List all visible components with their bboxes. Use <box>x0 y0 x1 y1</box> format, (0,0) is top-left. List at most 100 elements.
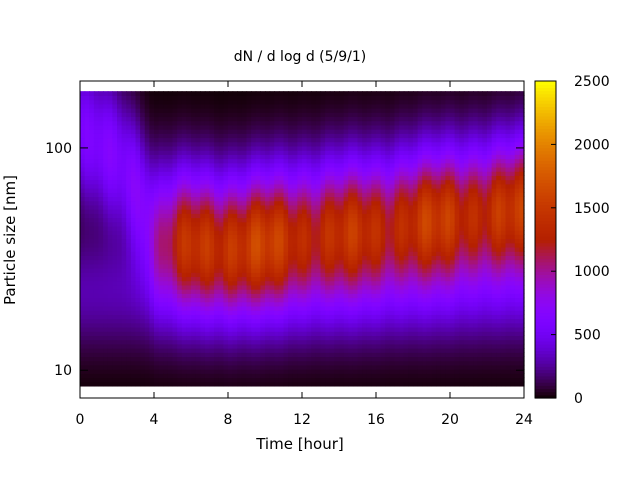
heatmap-cell <box>121 318 127 324</box>
heatmap-cell <box>269 326 275 332</box>
heatmap-cell <box>204 314 211 320</box>
heatmap-cell <box>103 326 109 332</box>
heatmap-cell <box>385 108 391 113</box>
heatmap-cell <box>121 133 127 139</box>
heatmap-cell <box>84 331 90 336</box>
heatmap-cell <box>191 209 197 214</box>
heatmap-cell <box>348 263 354 269</box>
heatmap-cell <box>265 314 271 320</box>
heatmap-cell <box>251 339 257 345</box>
heatmap-cell <box>385 339 391 345</box>
heatmap-cell <box>385 360 391 366</box>
heatmap-cell <box>107 166 113 172</box>
heatmap-cell <box>186 352 192 358</box>
heatmap-cell <box>89 116 95 122</box>
heatmap-cell <box>112 175 118 181</box>
heatmap-cell <box>376 150 382 155</box>
heatmap-cell <box>380 133 386 139</box>
heatmap-cell <box>158 99 164 105</box>
heatmap-cell <box>357 150 363 155</box>
heatmap-cell <box>403 183 409 189</box>
heatmap-cell <box>200 284 206 290</box>
heatmap-cell <box>177 238 183 244</box>
heatmap-cell <box>265 234 271 240</box>
heatmap-cell <box>200 242 206 248</box>
heatmap-cell <box>172 255 178 261</box>
heatmap-cell <box>232 192 238 198</box>
heatmap-cell <box>334 297 340 303</box>
heatmap-cell <box>251 200 257 206</box>
heatmap-cell <box>265 268 271 273</box>
heatmap-cell <box>274 200 280 206</box>
heatmap-cell <box>93 95 100 101</box>
heatmap-cell <box>218 221 224 227</box>
heatmap-cell <box>93 280 100 286</box>
heatmap-cell <box>329 310 335 315</box>
heatmap-cell <box>362 326 368 332</box>
heatmap-cell <box>117 116 123 122</box>
heatmap-cell <box>389 263 396 269</box>
heatmap-cell <box>399 221 405 227</box>
heatmap-cell <box>343 318 349 324</box>
heatmap-cell <box>121 129 127 134</box>
heatmap-cell <box>311 204 317 210</box>
heatmap-cell <box>269 322 275 328</box>
heatmap-cell <box>265 108 271 113</box>
heatmap-cell <box>204 289 211 294</box>
heatmap-cell <box>209 381 215 387</box>
heatmap-cell <box>278 120 285 126</box>
heatmap-cell <box>292 242 298 248</box>
heatmap-cell <box>214 310 220 315</box>
heatmap-cell <box>140 331 146 336</box>
heatmap-cell <box>380 348 386 353</box>
heatmap-cell <box>260 200 266 206</box>
heatmap-cell <box>167 276 174 282</box>
heatmap-cell <box>357 175 363 181</box>
heatmap-cell <box>117 242 123 248</box>
heatmap-cell <box>265 310 271 315</box>
heatmap-cell <box>334 204 340 210</box>
heatmap-cell <box>283 112 289 118</box>
heatmap-cell <box>154 339 160 345</box>
heatmap-cell <box>241 95 248 101</box>
heatmap-cell <box>177 179 183 185</box>
heatmap-cell <box>394 179 400 185</box>
heatmap-cell <box>352 150 359 155</box>
heatmap-cell <box>195 305 201 311</box>
heatmap-cell <box>265 335 271 341</box>
heatmap-cell <box>93 204 100 210</box>
heatmap-cell <box>362 209 368 214</box>
heatmap-cell <box>265 150 271 155</box>
heatmap-cell <box>329 356 335 362</box>
heatmap-cell <box>339 154 345 160</box>
heatmap-cell <box>228 99 234 105</box>
heatmap-cell <box>251 326 257 332</box>
heatmap-cell <box>320 305 326 311</box>
heatmap-cell <box>103 234 109 240</box>
heatmap-cell <box>325 364 331 370</box>
heatmap-cell <box>380 356 386 362</box>
heatmap-cell <box>218 326 224 332</box>
heatmap-cell <box>103 280 109 286</box>
heatmap-cell <box>158 213 164 219</box>
heatmap-cell <box>107 339 113 345</box>
heatmap-cell <box>311 305 317 311</box>
heatmap-cell <box>126 166 132 172</box>
heatmap-cell <box>214 112 220 118</box>
heatmap-cell <box>376 192 382 198</box>
heatmap-cell <box>376 141 382 147</box>
heatmap-cell <box>126 95 132 101</box>
heatmap-cell <box>172 99 178 105</box>
heatmap-cell <box>380 360 386 366</box>
heatmap-cell <box>334 162 340 168</box>
heatmap-cell <box>306 251 312 256</box>
heatmap-cell <box>348 196 354 202</box>
heatmap-cell <box>251 91 257 96</box>
heatmap-cell <box>209 175 215 181</box>
heatmap-cell <box>135 339 141 345</box>
heatmap-cell <box>140 145 146 151</box>
heatmap-cell <box>107 242 113 248</box>
heatmap-cell <box>320 326 326 332</box>
heatmap-cell <box>343 221 349 227</box>
heatmap-cell <box>237 183 243 189</box>
